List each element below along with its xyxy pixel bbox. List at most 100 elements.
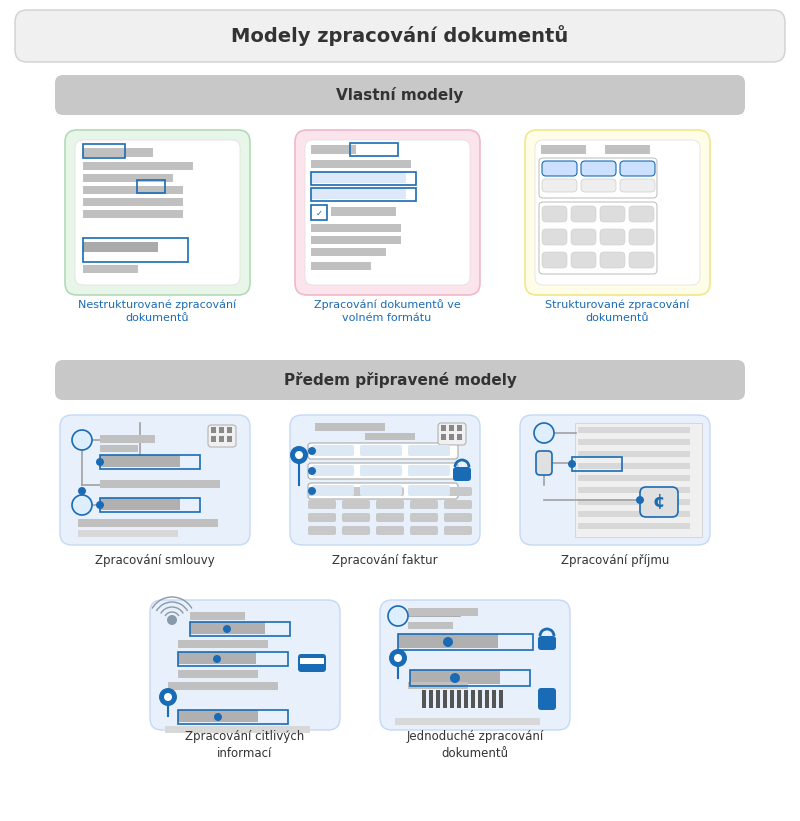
Bar xyxy=(83,238,188,262)
Bar xyxy=(578,463,690,469)
Circle shape xyxy=(214,713,222,721)
Circle shape xyxy=(96,458,104,466)
FancyBboxPatch shape xyxy=(535,140,700,285)
Text: Vlastní modely: Vlastní modely xyxy=(336,87,464,103)
Bar xyxy=(541,145,586,154)
Bar xyxy=(408,622,453,629)
FancyBboxPatch shape xyxy=(629,229,654,245)
Bar xyxy=(168,682,278,690)
Bar xyxy=(83,144,125,158)
Bar xyxy=(605,145,650,154)
FancyBboxPatch shape xyxy=(308,500,336,509)
FancyBboxPatch shape xyxy=(410,513,438,522)
FancyBboxPatch shape xyxy=(600,252,625,268)
Circle shape xyxy=(167,615,177,625)
Bar xyxy=(410,670,500,684)
FancyBboxPatch shape xyxy=(542,252,567,268)
FancyBboxPatch shape xyxy=(620,179,655,192)
FancyBboxPatch shape xyxy=(376,526,404,535)
FancyBboxPatch shape xyxy=(571,206,596,222)
FancyBboxPatch shape xyxy=(342,513,370,522)
Bar xyxy=(311,160,411,168)
Bar xyxy=(464,690,468,708)
Circle shape xyxy=(290,446,308,464)
Bar xyxy=(398,634,533,650)
Bar xyxy=(492,690,496,708)
Bar xyxy=(572,457,622,471)
FancyBboxPatch shape xyxy=(65,130,250,295)
Bar xyxy=(578,475,690,481)
Circle shape xyxy=(534,423,554,443)
Bar xyxy=(311,188,416,201)
FancyBboxPatch shape xyxy=(542,161,577,176)
Circle shape xyxy=(96,501,104,509)
Bar xyxy=(311,248,386,256)
Bar xyxy=(398,634,498,648)
FancyBboxPatch shape xyxy=(376,487,404,496)
FancyBboxPatch shape xyxy=(342,487,370,496)
Bar xyxy=(457,425,462,431)
Circle shape xyxy=(72,430,92,450)
Bar xyxy=(190,622,290,636)
FancyBboxPatch shape xyxy=(438,423,466,445)
Bar xyxy=(219,436,224,442)
FancyBboxPatch shape xyxy=(376,500,404,509)
Text: Zpracování příjmu: Zpracování příjmu xyxy=(561,553,669,566)
Bar xyxy=(395,718,540,725)
Circle shape xyxy=(223,625,231,633)
FancyBboxPatch shape xyxy=(408,465,450,476)
Text: Jednoduché zpracování
dokumentů: Jednoduché zpracování dokumentů xyxy=(406,730,544,760)
Circle shape xyxy=(389,649,407,667)
Bar xyxy=(450,690,454,708)
Bar xyxy=(578,439,690,445)
FancyBboxPatch shape xyxy=(376,513,404,522)
Bar xyxy=(178,652,288,666)
Circle shape xyxy=(78,487,86,495)
FancyBboxPatch shape xyxy=(55,75,745,115)
FancyBboxPatch shape xyxy=(444,513,472,522)
FancyBboxPatch shape xyxy=(600,229,625,245)
Bar xyxy=(478,690,482,708)
FancyBboxPatch shape xyxy=(536,451,552,475)
Bar xyxy=(578,511,690,517)
Bar xyxy=(100,435,155,443)
FancyBboxPatch shape xyxy=(308,513,336,522)
Circle shape xyxy=(213,655,221,663)
Circle shape xyxy=(450,673,460,683)
Polygon shape xyxy=(575,423,702,537)
FancyBboxPatch shape xyxy=(312,465,354,476)
Bar xyxy=(311,172,416,185)
Circle shape xyxy=(308,487,316,495)
Bar xyxy=(78,530,178,537)
Bar xyxy=(429,690,433,708)
Bar xyxy=(100,455,200,469)
FancyBboxPatch shape xyxy=(538,636,556,650)
Bar xyxy=(100,498,200,512)
Bar xyxy=(83,198,183,206)
Circle shape xyxy=(295,451,303,459)
Bar xyxy=(436,690,440,708)
Bar xyxy=(83,162,193,170)
Bar xyxy=(311,236,401,244)
Bar xyxy=(457,690,461,708)
FancyBboxPatch shape xyxy=(360,485,402,496)
FancyBboxPatch shape xyxy=(298,654,326,672)
Bar xyxy=(178,640,268,648)
Circle shape xyxy=(443,637,453,647)
Circle shape xyxy=(308,447,316,455)
Bar xyxy=(311,205,327,220)
Bar xyxy=(441,434,446,440)
Bar xyxy=(311,188,406,199)
Bar xyxy=(578,427,690,433)
FancyBboxPatch shape xyxy=(408,445,450,456)
Bar xyxy=(211,427,216,433)
FancyBboxPatch shape xyxy=(360,465,402,476)
FancyBboxPatch shape xyxy=(305,140,470,285)
Bar xyxy=(457,434,462,440)
FancyBboxPatch shape xyxy=(539,158,657,198)
Bar xyxy=(311,262,371,270)
Bar xyxy=(178,652,256,664)
Bar xyxy=(422,690,426,708)
FancyBboxPatch shape xyxy=(600,206,625,222)
FancyBboxPatch shape xyxy=(308,487,336,496)
